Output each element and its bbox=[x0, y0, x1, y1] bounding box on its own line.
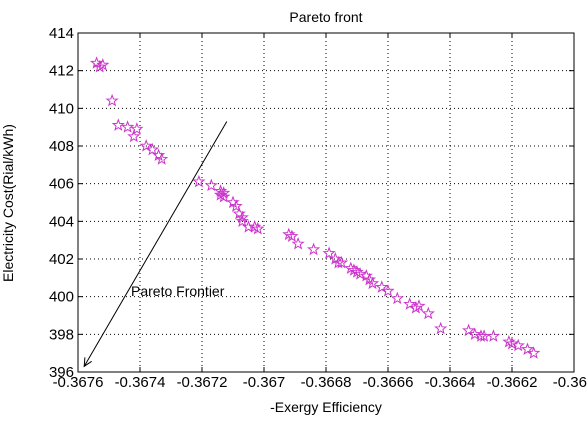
data-point bbox=[522, 344, 532, 354]
x-tick-label: -0.3672 bbox=[177, 374, 228, 391]
y-tick-label: 404 bbox=[49, 213, 74, 230]
y-tick-label: 406 bbox=[49, 176, 74, 193]
data-point bbox=[404, 299, 414, 309]
x-tick-label: -0.3666 bbox=[363, 374, 414, 391]
x-tick-label: -0.3664 bbox=[425, 374, 476, 391]
data-points bbox=[91, 58, 539, 358]
x-axis-label: -Exergy Efficiency bbox=[270, 399, 382, 415]
data-point bbox=[423, 308, 433, 318]
y-tick-label: 400 bbox=[49, 289, 74, 306]
data-point bbox=[206, 180, 216, 190]
x-tick-label: -0.3662 bbox=[487, 374, 538, 391]
y-tick-label: 408 bbox=[49, 138, 74, 155]
x-tick-label: -0.3674 bbox=[115, 374, 166, 391]
data-point bbox=[147, 144, 157, 154]
data-point bbox=[113, 120, 123, 130]
data-point bbox=[194, 176, 204, 186]
data-point bbox=[528, 348, 538, 358]
data-point bbox=[463, 325, 473, 335]
data-point bbox=[107, 95, 117, 105]
data-point bbox=[435, 323, 445, 333]
x-tick-label: -0.367 bbox=[243, 374, 286, 391]
annotation-arrowhead bbox=[84, 357, 91, 366]
data-point bbox=[392, 293, 402, 303]
y-tick-label: 410 bbox=[49, 100, 74, 117]
data-point bbox=[308, 244, 318, 254]
grid bbox=[78, 33, 574, 372]
y-axis-label: Electricity Cost(Rial/kWh) bbox=[0, 124, 16, 282]
y-tick-label: 412 bbox=[49, 63, 74, 80]
data-point bbox=[377, 282, 387, 292]
chart-title: Pareto front bbox=[289, 9, 362, 25]
data-point bbox=[324, 248, 334, 258]
y-tick-label: 396 bbox=[49, 364, 74, 381]
y-tick-label: 402 bbox=[49, 251, 74, 268]
data-point bbox=[284, 229, 294, 239]
y-tick-label: 414 bbox=[49, 25, 74, 42]
axis-ticks: -0.3676 -0.3674 -0.3672 -0.367 -0.3668 -0.366… bbox=[49, 25, 587, 391]
data-point bbox=[504, 336, 514, 346]
x-tick-label: -0.3668 bbox=[301, 374, 352, 391]
annotation-label: Pareto Frontier bbox=[131, 283, 225, 299]
data-point bbox=[488, 331, 498, 341]
data-point bbox=[141, 141, 151, 151]
y-tick-label: 398 bbox=[49, 326, 74, 343]
x-tick-label: -0.366 bbox=[553, 374, 587, 391]
data-point bbox=[346, 263, 356, 273]
